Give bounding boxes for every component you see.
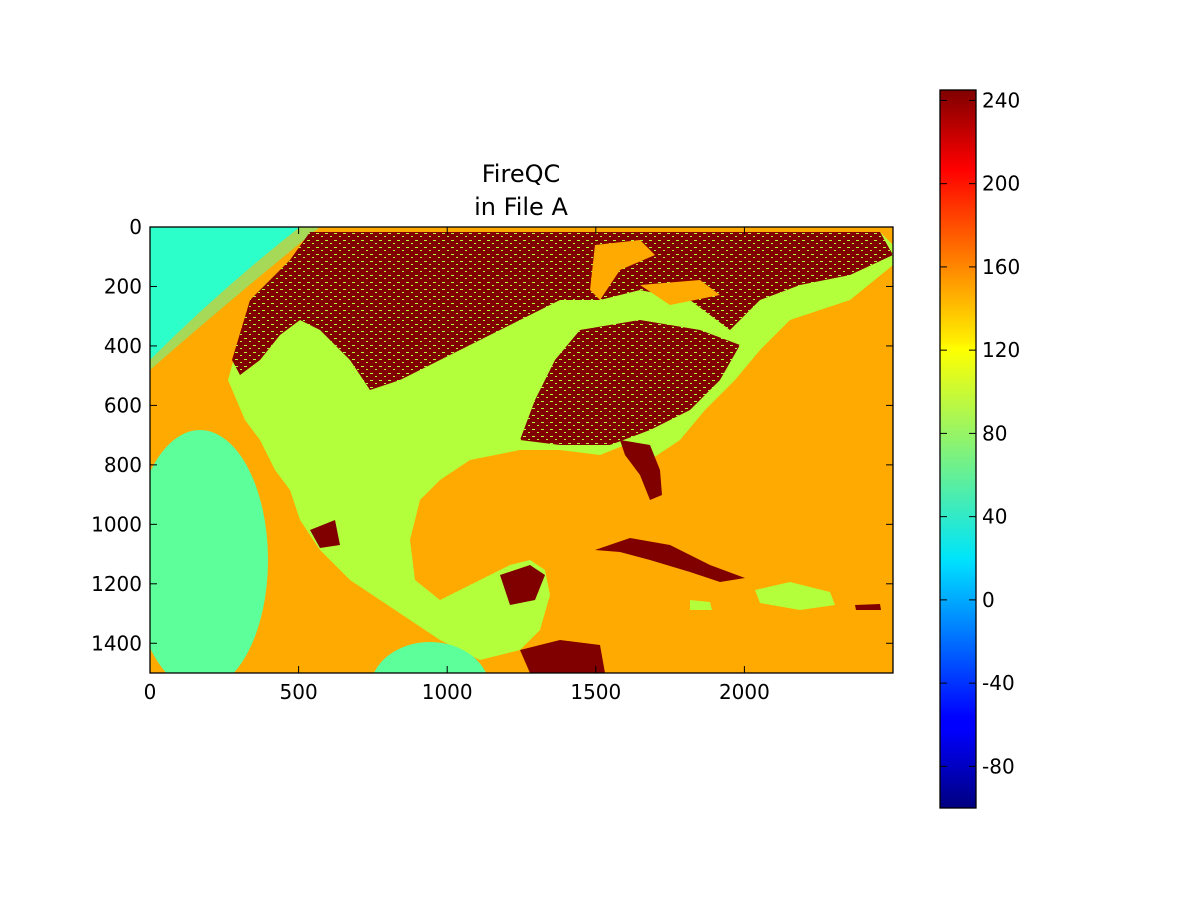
cloud-region-cuba	[595, 538, 745, 582]
colorbar-tick-label: -80	[982, 754, 1015, 778]
y-tick-label: 200	[104, 274, 142, 298]
colorbar-tick-label: 160	[982, 255, 1020, 279]
colorbar-tick-label: 0	[982, 588, 995, 612]
colorbar-ticks: -80 -40 0 40 80 120 160 200 240	[940, 88, 1020, 778]
island-pr	[855, 604, 881, 610]
x-tick-label: 500	[280, 680, 318, 704]
island-jamaica	[690, 600, 712, 610]
x-tick-label: 1000	[422, 680, 473, 704]
x-tick-label: 2000	[719, 680, 770, 704]
chart-title-line-1: FireQC	[482, 160, 560, 188]
glint-region-west	[150, 430, 268, 673]
lake-region-2	[640, 280, 720, 305]
colorbar: -80 -40 0 40 80 120 160 200 240	[939, 88, 1020, 809]
cloud-region-north	[232, 232, 893, 390]
y-axis: 0 200 400 600 800 1000 1200 1400	[91, 215, 893, 655]
x-tick-label: 1500	[570, 680, 621, 704]
heatmap-image	[150, 227, 893, 673]
colorbar-tick-label: 240	[982, 88, 1020, 112]
y-tick-label: 1400	[91, 631, 142, 655]
colorbar-tick-label: 120	[982, 338, 1020, 362]
y-tick-label: 400	[104, 334, 142, 358]
cloud-region-florida	[620, 440, 662, 500]
chart-title-line-2: in File A	[474, 193, 568, 221]
y-tick-label: 600	[104, 393, 142, 417]
cloud-region-central-america	[520, 640, 605, 673]
x-axis: 0 500 1000 1500 2000	[144, 227, 770, 704]
cloud-region-southeast	[520, 320, 740, 445]
colorbar-gradient	[939, 89, 977, 809]
colorbar-tick-label: -40	[982, 671, 1015, 695]
plot-frame	[149, 226, 894, 674]
colorbar-tick-label: 200	[982, 172, 1020, 196]
glint-region-south	[373, 642, 487, 673]
y-tick-label: 1000	[91, 512, 142, 536]
cloud-region-mexico	[310, 520, 340, 548]
colorbar-tick-label: 80	[982, 421, 1007, 445]
y-tick-label: 1200	[91, 572, 142, 596]
y-tick-label: 800	[104, 453, 142, 477]
colorbar-tick-label: 40	[982, 505, 1007, 529]
island-hispaniola	[755, 582, 835, 610]
y-tick-label: 0	[129, 215, 142, 239]
lake-region	[590, 240, 655, 300]
x-tick-label: 0	[144, 680, 157, 704]
cloud-region-yucatan	[500, 565, 545, 605]
space-region	[150, 227, 300, 360]
